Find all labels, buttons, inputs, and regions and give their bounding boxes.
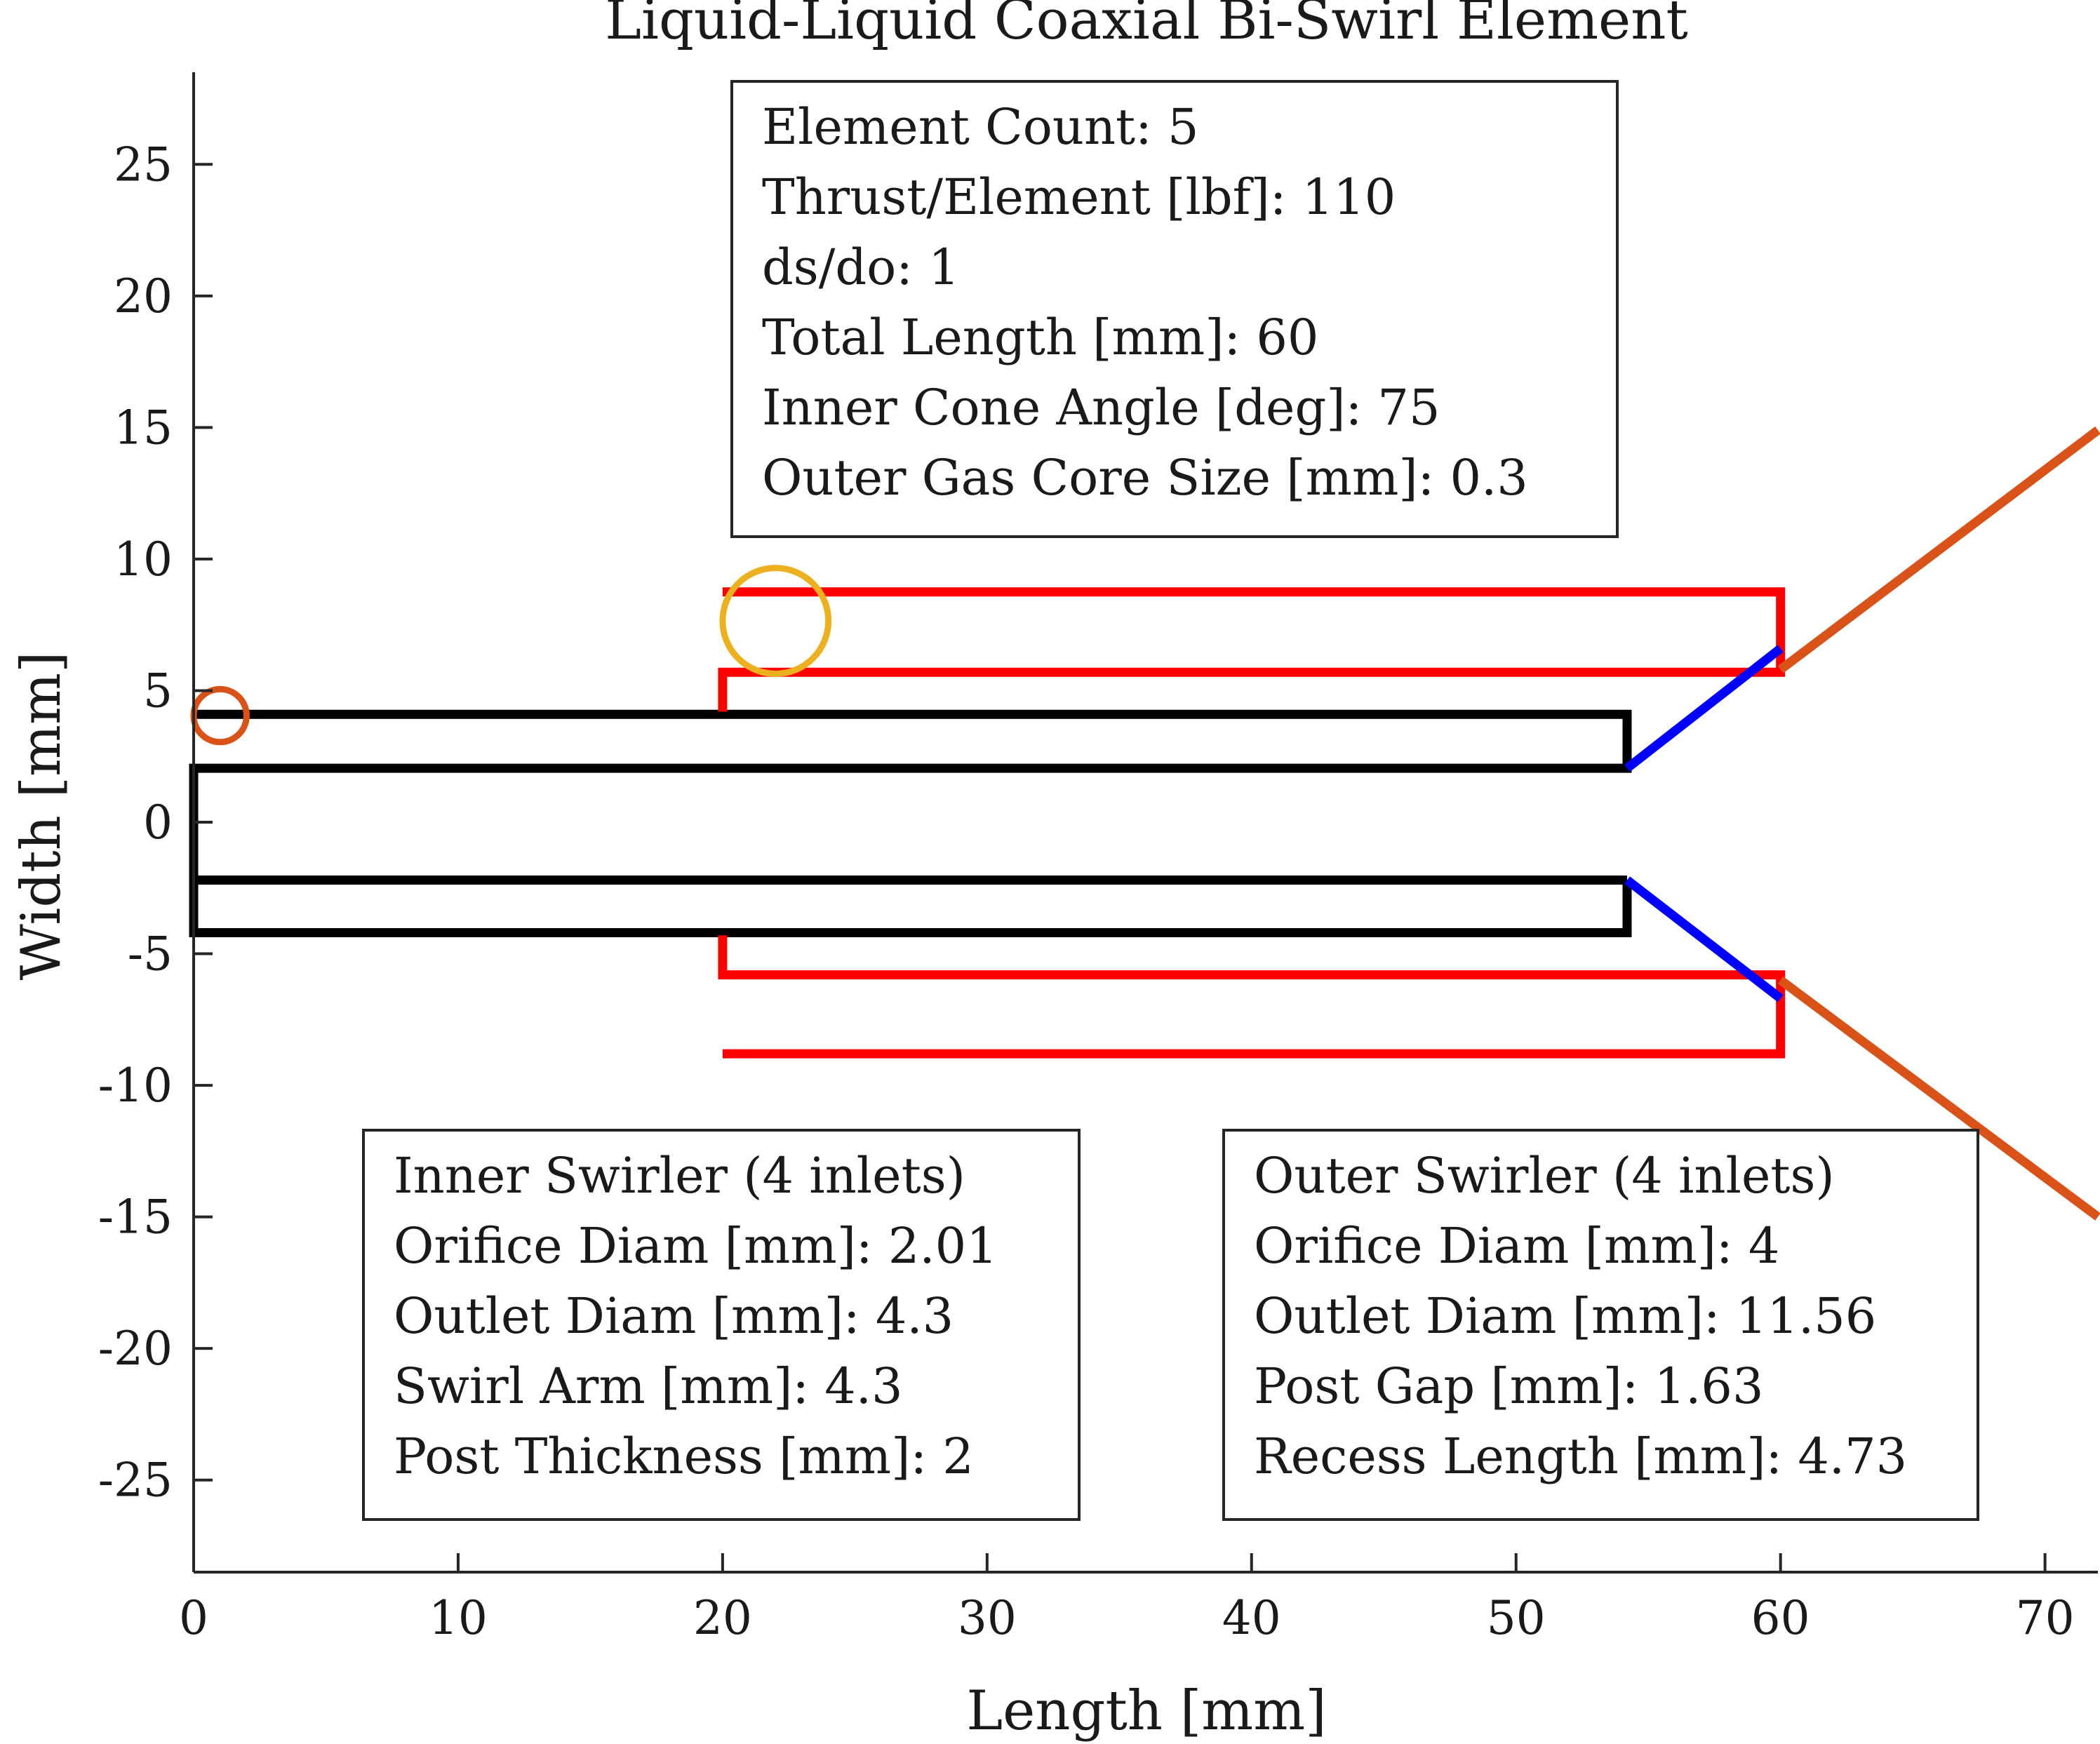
annotation-line: Outlet Diam [mm]: 11.56 [1254, 1287, 1876, 1345]
annotation-frame [362, 1129, 1081, 1521]
annotation-line: Outer Swirler (4 inlets) [1254, 1147, 1835, 1205]
x-tick-label: 10 [429, 1591, 488, 1645]
y-tick-label: -15 [98, 1190, 173, 1245]
annotation-line: Inner Swirler (4 inlets) [394, 1147, 965, 1205]
y-tick-label: 10 [114, 532, 173, 586]
annotation-line: Post Gap [mm]: 1.63 [1254, 1357, 1764, 1415]
y-tick-label: 0 [143, 796, 173, 850]
annotation-line: Element Count: 5 [762, 98, 1199, 156]
y-tick-label: -5 [128, 927, 173, 981]
annotation-line: Outlet Diam [mm]: 4.3 [394, 1287, 954, 1345]
annotation-line: Inner Cone Angle [deg]: 75 [762, 379, 1440, 436]
series-line-7 [1777, 976, 2100, 1221]
annotation-line: Recess Length [mm]: 4.73 [1254, 1428, 1907, 1485]
annotation-layer: Element Count: 5 Thrust/Element [lbf]: 11… [362, 80, 1979, 1521]
series-line-3 [718, 935, 1786, 1059]
x-tick-label: 70 [2016, 1591, 2075, 1645]
axes: 0 10 20 30 40 50 60 70 -25 -20 -15 -10 -5 0 5 10 15 20 25 [98, 72, 2098, 1645]
annotation-line: Orifice Diam [mm]: 4 [1254, 1217, 1779, 1275]
y-tick-label: -10 [98, 1059, 173, 1113]
annotation-line: Total Length [mm]: 60 [762, 309, 1318, 366]
series-line-4 [1624, 645, 1784, 772]
annotation-frame [1222, 1129, 1979, 1521]
y-tick-label: 15 [114, 401, 173, 455]
y-axis-label: Width [mm] [10, 652, 73, 981]
x-tick-label: 50 [1487, 1591, 1546, 1645]
annotation-frame [730, 80, 1619, 538]
annotation-box-top: Element Count: 5 Thrust/Element [lbf]: 11… [730, 80, 1619, 538]
series-line-2 [718, 587, 1786, 712]
annotation-line: Outer Gas Core Size [mm]: 0.3 [762, 449, 1528, 507]
chart-title: Liquid-Liquid Coaxial Bi-Swirl Element [605, 0, 1688, 52]
x-tick-label: 60 [1751, 1591, 1810, 1645]
x-tick-label: 0 [179, 1591, 208, 1645]
x-axis-label: Length [mm] [966, 1679, 1326, 1743]
annotation-line: Swirl Arm [mm]: 4.3 [394, 1357, 903, 1415]
series-line-6 [1777, 426, 2100, 673]
annotation-line: Orifice Diam [mm]: 2.01 [394, 1217, 998, 1275]
annotation-line: ds/do: 1 [762, 239, 960, 296]
annotation-box-outer: Outer Swirler (4 inlets) Orifice Diam [mm… [1222, 1129, 1979, 1521]
annotation-box-inner: Inner Swirler (4 inlets) Orifice Diam [mm… [362, 1129, 1081, 1521]
y-tick-label: 20 [114, 269, 173, 323]
series-line-5 [1624, 876, 1784, 1002]
series-layer [189, 426, 2100, 1221]
circle-marker-1 [719, 565, 832, 677]
annotation-line: Post Thickness [mm]: 2 [394, 1428, 974, 1485]
y-tick-label: -25 [98, 1454, 173, 1508]
x-tick-label: 40 [1222, 1591, 1281, 1645]
y-tick-label: -20 [98, 1322, 173, 1376]
x-tick-label: 30 [958, 1591, 1017, 1645]
y-tick-label: 25 [114, 137, 173, 192]
x-tick-label: 20 [693, 1591, 752, 1645]
annotation-line: Thrust/Element [lbf]: 110 [762, 168, 1396, 226]
y-tick-label: 5 [143, 664, 173, 718]
